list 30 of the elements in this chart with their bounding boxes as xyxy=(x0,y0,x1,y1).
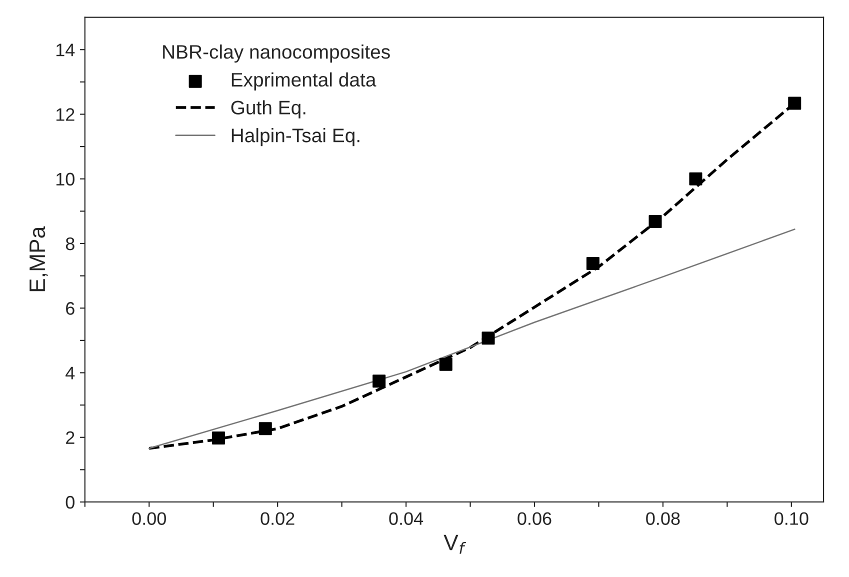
legend-label: Guth Eq. xyxy=(231,100,306,118)
x-tick-label: 0.02 xyxy=(260,512,294,525)
legend-label: Halpin-Tsai Eq. xyxy=(232,128,360,146)
point xyxy=(689,172,702,186)
y-tick-label: 2 xyxy=(66,431,74,444)
y-tick-label: 6 xyxy=(66,302,74,315)
y-tick-label: 12 xyxy=(56,108,74,121)
x-tick-label: 0.00 xyxy=(132,512,166,525)
point xyxy=(482,332,495,345)
legend-label: Exprimental data xyxy=(232,72,376,90)
y-tick-label: 0 xyxy=(66,496,74,509)
legend-title: NBR-clay nanocomposites xyxy=(163,44,390,63)
point xyxy=(439,358,452,371)
x-tick-label: 0.10 xyxy=(774,512,808,525)
x-tick-label: 0.06 xyxy=(518,512,552,525)
y-tick-label: 8 xyxy=(66,237,74,250)
point xyxy=(648,215,662,228)
x-axis-title: V$_{f}$ xyxy=(444,534,466,554)
x-tick-label: 0.04 xyxy=(389,512,424,525)
point xyxy=(586,257,600,270)
point xyxy=(788,96,802,110)
x-tick-label: 0.08 xyxy=(646,512,680,525)
point xyxy=(212,432,225,445)
point xyxy=(258,422,272,436)
y-axis-title: E,MPa xyxy=(30,226,48,292)
y-tick-label: 4 xyxy=(66,366,75,380)
line-series xyxy=(148,228,796,450)
y-tick-label: 14 xyxy=(56,44,75,56)
y-tick-label: 10 xyxy=(56,172,74,186)
point xyxy=(372,374,386,388)
